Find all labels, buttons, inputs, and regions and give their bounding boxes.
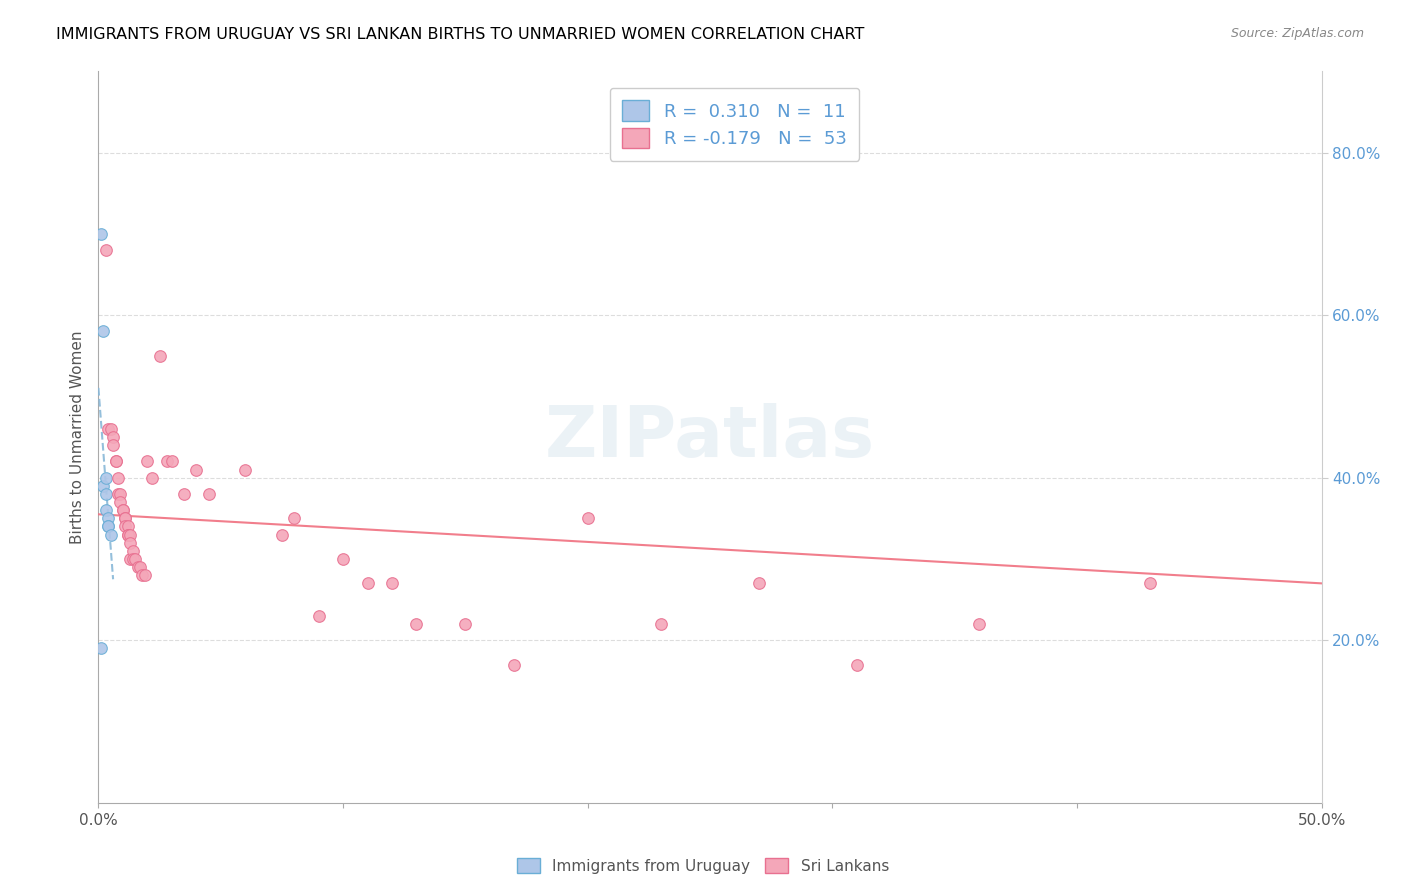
- Point: [121, 544, 143, 558]
- Point: [283, 511, 305, 525]
- Point: [97, 519, 120, 533]
- Point: [117, 527, 139, 541]
- Point: [90, 641, 112, 656]
- Point: [97, 422, 120, 436]
- Text: Source: ZipAtlas.com: Source: ZipAtlas.com: [1230, 27, 1364, 40]
- Point: [90, 227, 112, 241]
- Point: [160, 454, 183, 468]
- Point: [381, 576, 404, 591]
- Point: [117, 519, 139, 533]
- Text: ZIPatlas: ZIPatlas: [546, 402, 875, 472]
- Point: [94, 471, 117, 485]
- Point: [101, 430, 124, 444]
- Legend: R =  0.310   N =  11, R = -0.179   N =  53: R = 0.310 N = 11, R = -0.179 N = 53: [610, 87, 859, 161]
- Point: [576, 511, 599, 525]
- Point: [233, 462, 256, 476]
- Point: [332, 552, 354, 566]
- Point: [104, 454, 127, 468]
- Point: [121, 552, 143, 566]
- Point: [101, 438, 124, 452]
- Point: [270, 527, 294, 541]
- Point: [141, 471, 163, 485]
- Point: [114, 511, 136, 525]
- Point: [134, 568, 156, 582]
- Point: [100, 422, 122, 436]
- Point: [117, 527, 139, 541]
- Point: [111, 503, 134, 517]
- Point: [91, 479, 114, 493]
- Point: [110, 495, 132, 509]
- Point: [111, 503, 134, 517]
- Point: [107, 487, 129, 501]
- Point: [405, 617, 427, 632]
- Point: [967, 617, 990, 632]
- Point: [503, 657, 526, 672]
- Point: [94, 243, 117, 257]
- Point: [748, 576, 770, 591]
- Point: [845, 657, 868, 672]
- Point: [156, 454, 179, 468]
- Point: [173, 487, 195, 501]
- Point: [110, 487, 132, 501]
- Point: [186, 462, 208, 476]
- Point: [120, 535, 142, 549]
- Point: [1139, 576, 1161, 591]
- Point: [454, 617, 477, 632]
- Point: [149, 349, 172, 363]
- Text: IMMIGRANTS FROM URUGUAY VS SRI LANKAN BIRTHS TO UNMARRIED WOMEN CORRELATION CHAR: IMMIGRANTS FROM URUGUAY VS SRI LANKAN BI…: [56, 27, 865, 42]
- Point: [107, 471, 129, 485]
- Point: [104, 454, 127, 468]
- Point: [120, 527, 142, 541]
- Point: [94, 487, 117, 501]
- Legend: Immigrants from Uruguay, Sri Lankans: Immigrants from Uruguay, Sri Lankans: [510, 852, 896, 880]
- Point: [97, 511, 120, 525]
- Point: [124, 552, 146, 566]
- Point: [131, 568, 153, 582]
- Point: [136, 454, 159, 468]
- Point: [97, 519, 120, 533]
- Point: [127, 560, 149, 574]
- Point: [120, 552, 142, 566]
- Point: [356, 576, 378, 591]
- Y-axis label: Births to Unmarried Women: Births to Unmarried Women: [69, 330, 84, 544]
- Point: [91, 325, 114, 339]
- Point: [129, 560, 152, 574]
- Point: [94, 503, 117, 517]
- Point: [650, 617, 672, 632]
- Point: [100, 527, 122, 541]
- Point: [114, 519, 136, 533]
- Point: [114, 511, 136, 525]
- Point: [197, 487, 219, 501]
- Point: [308, 608, 330, 623]
